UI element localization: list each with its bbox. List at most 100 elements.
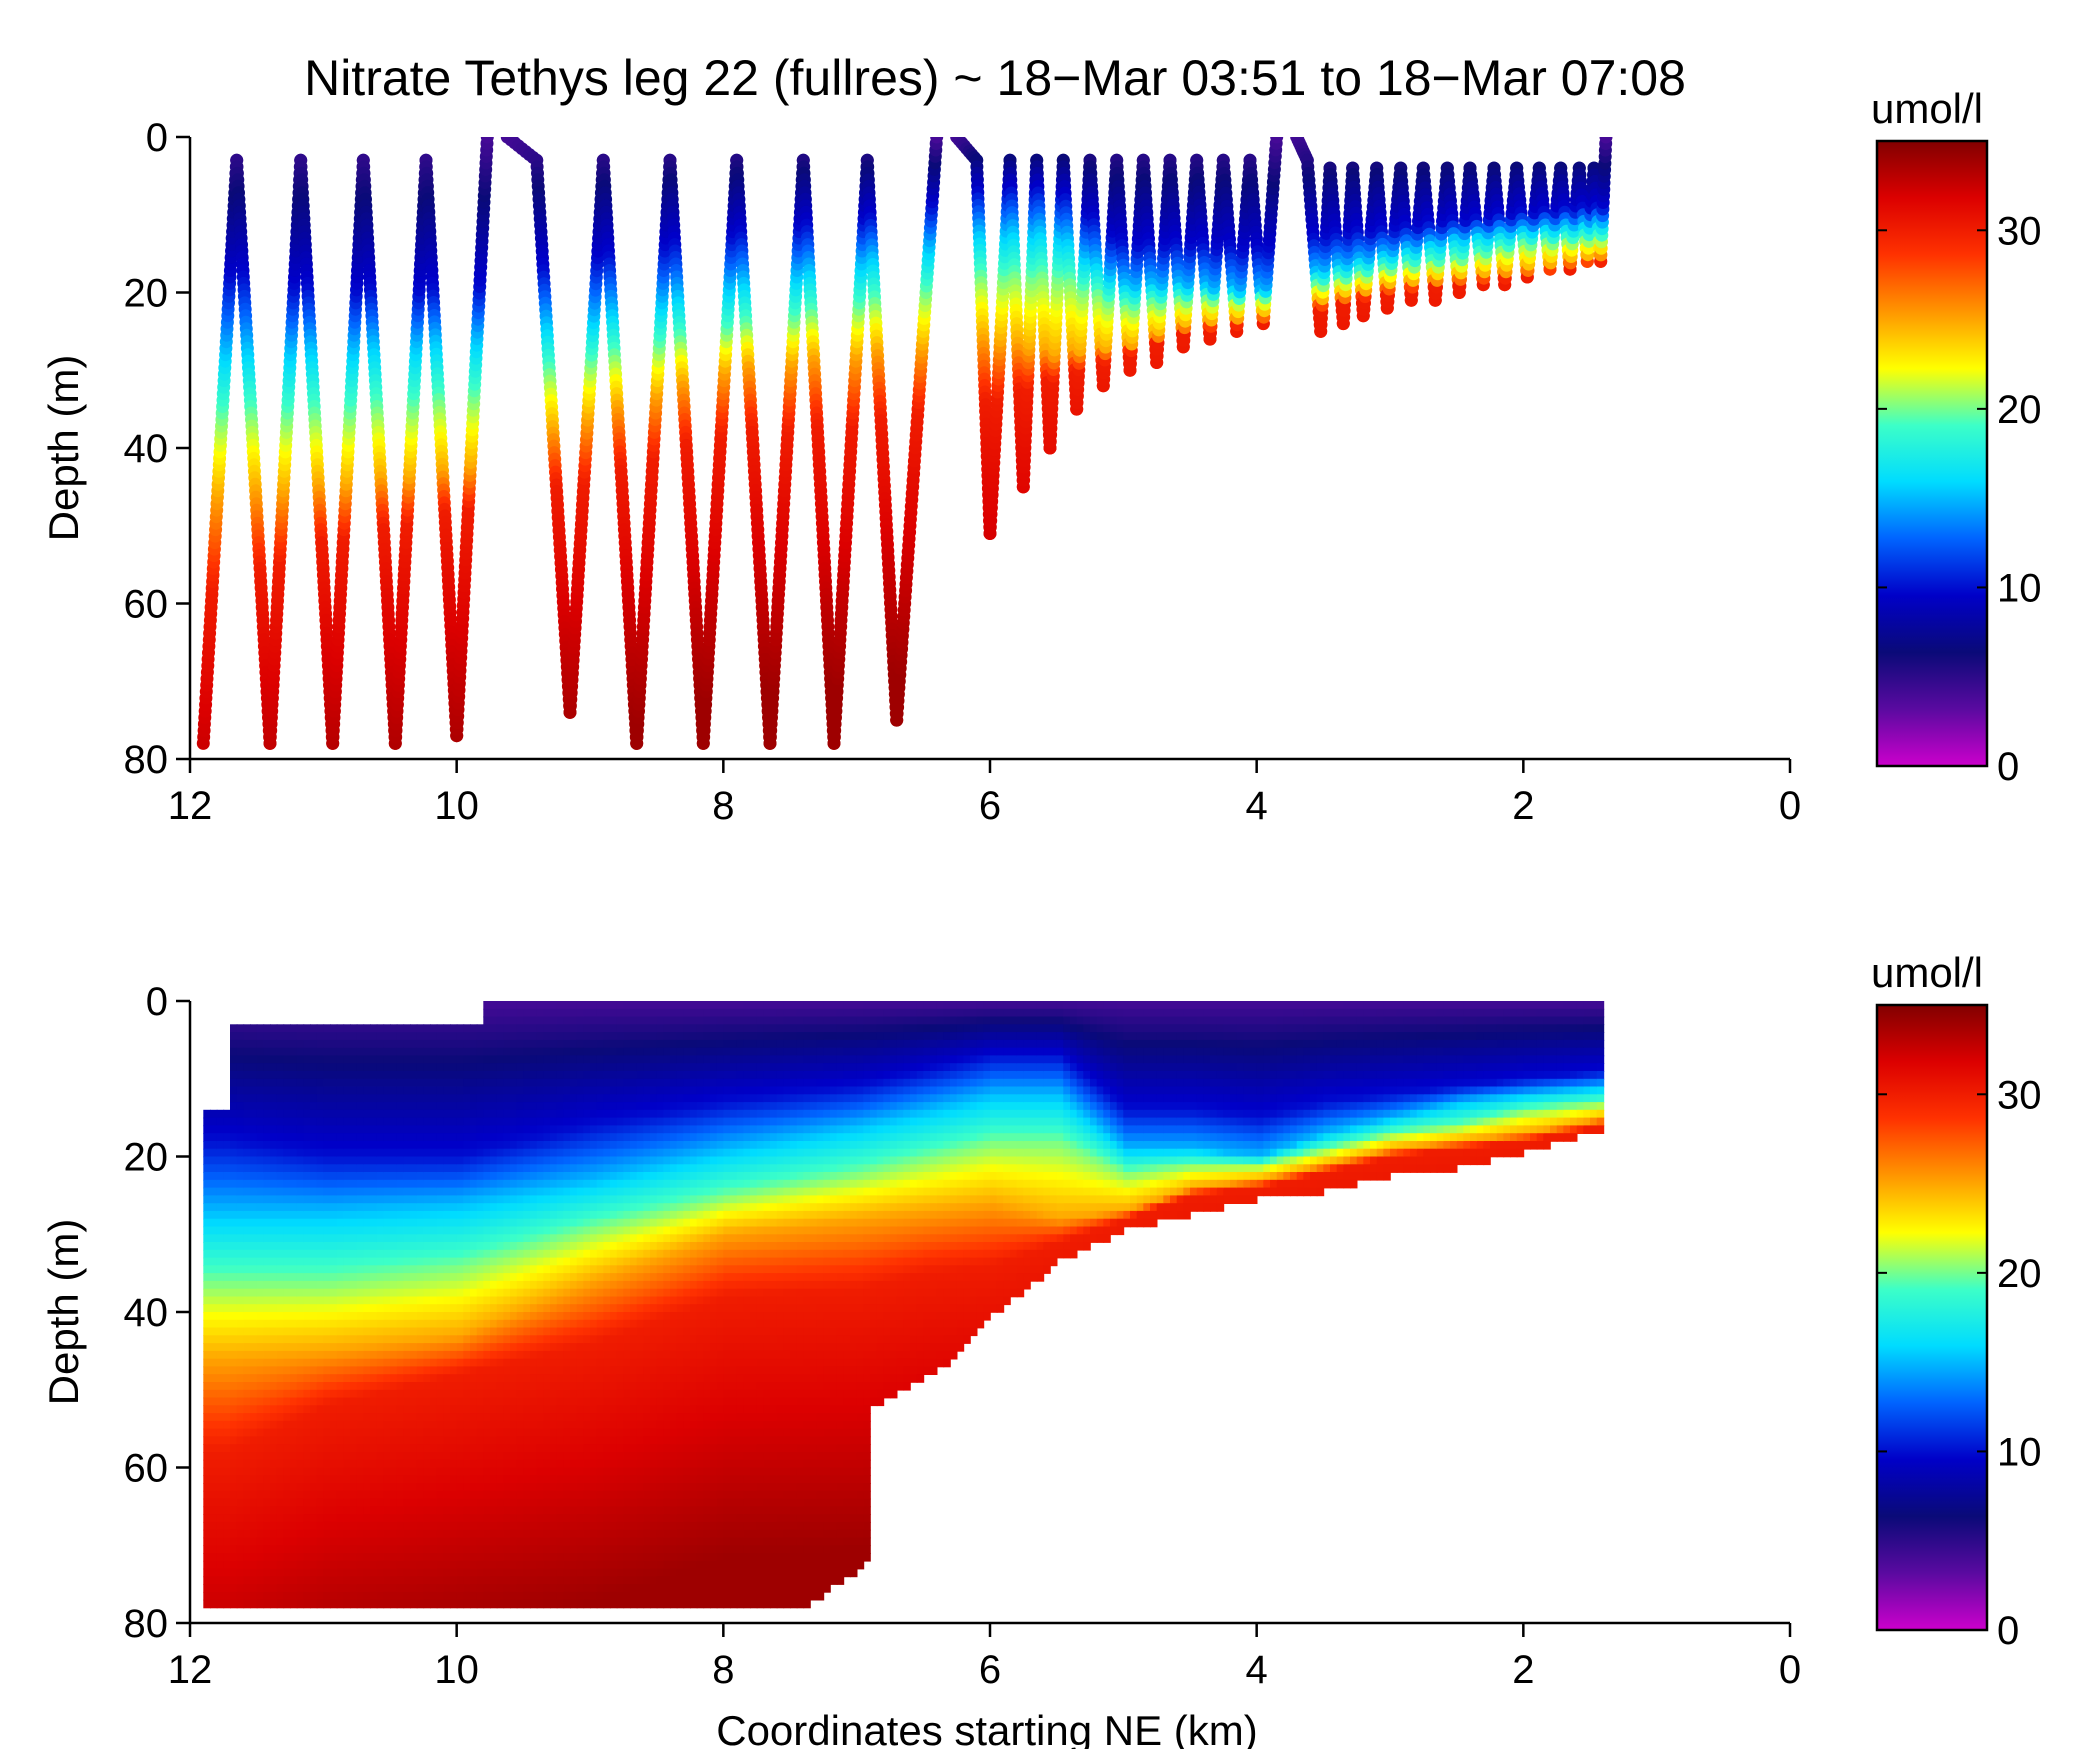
- heatmap-cell: [276, 1576, 285, 1585]
- heatmap-cell: [236, 1498, 245, 1508]
- heatmap-cell: [223, 1459, 231, 1469]
- heatmap-cell: [250, 1327, 258, 1337]
- heatmap-cell: [316, 1164, 325, 1173]
- heatmap-cell: [336, 1350, 345, 1360]
- heatmap-cell: [210, 1514, 218, 1523]
- heatmap-cell: [316, 1094, 325, 1103]
- heatmap-cell: [263, 1521, 271, 1531]
- heatmap-cell: [250, 1179, 258, 1189]
- heatmap-cell: [303, 1296, 311, 1306]
- heatmap-cell: [210, 1560, 218, 1570]
- heatmap-cell: [250, 1529, 258, 1539]
- heatmap-cell: [210, 1296, 218, 1306]
- heatmap-cell: [243, 1444, 251, 1453]
- heatmap-cell: [210, 1358, 218, 1368]
- heatmap-cell: [276, 1117, 285, 1127]
- heatmap-cell: [303, 1047, 311, 1057]
- heatmap-cell: [223, 1148, 231, 1158]
- heatmap-cell: [236, 1576, 245, 1585]
- heatmap-cell: [343, 1071, 351, 1080]
- heatmap-cell: [310, 1032, 318, 1041]
- heatmap-cell: [343, 1304, 351, 1313]
- heatmap-cell: [270, 1428, 278, 1438]
- heatmap-cell: [296, 1047, 305, 1057]
- heatmap-cell: [283, 1452, 291, 1461]
- heatmap-cell: [230, 1125, 238, 1134]
- heatmap-cell: [236, 1591, 245, 1601]
- heatmap-cell: [276, 1599, 285, 1609]
- heatmap-cell: [236, 1490, 245, 1500]
- heatmap-cell: [296, 1319, 305, 1329]
- heatmap-cell: [336, 1467, 345, 1477]
- heatmap-cell: [330, 1102, 338, 1111]
- heatmap-cell: [250, 1343, 258, 1352]
- heatmap-cell: [316, 1109, 325, 1119]
- heatmap-cell: [256, 1459, 265, 1469]
- heatmap-cell: [216, 1195, 225, 1204]
- heatmap-cell: [343, 1343, 351, 1352]
- heatmap-cell: [270, 1039, 278, 1049]
- heatmap-cell: [283, 1553, 291, 1562]
- heatmap-cell: [343, 1521, 351, 1531]
- heatmap-cell: [336, 1537, 345, 1547]
- heatmap-cell: [243, 1420, 251, 1430]
- heatmap-cell: [270, 1195, 278, 1204]
- heatmap-cell: [283, 1521, 291, 1531]
- heatmap-cell: [296, 1413, 305, 1422]
- heatmap-cell: [270, 1071, 278, 1080]
- heatmap-cell: [330, 1242, 338, 1251]
- heatmap-cell: [276, 1187, 285, 1197]
- heatmap-cell: [343, 1234, 351, 1243]
- heatmap-cell: [243, 1156, 251, 1166]
- heatmap-cell: [236, 1024, 245, 1033]
- heatmap-cell: [230, 1350, 238, 1360]
- heatmap-cell: [283, 1273, 291, 1282]
- heatmap-cell: [330, 1249, 338, 1259]
- heatmap-cell: [290, 1591, 298, 1601]
- heatmap-cell: [236, 1506, 245, 1515]
- heatmap-cell: [283, 1032, 291, 1041]
- heatmap-cell: [296, 1428, 305, 1438]
- heatmap-cell: [283, 1366, 291, 1375]
- heatmap-cell: [296, 1172, 305, 1181]
- heatmap-cell: [203, 1296, 211, 1306]
- heatmap-cell: [256, 1055, 265, 1064]
- heatmap-cell: [336, 1156, 345, 1166]
- heatmap-cell: [343, 1094, 351, 1103]
- heatmap-cell: [323, 1234, 331, 1243]
- heatmap-cell: [343, 1024, 351, 1033]
- heatmap-cell: [216, 1117, 225, 1127]
- heatmap-cell: [323, 1452, 331, 1461]
- heatmap-cell: [343, 1280, 351, 1290]
- heatmap-cell: [316, 1506, 325, 1515]
- heatmap-cell: [290, 1553, 298, 1562]
- heatmap-cell: [216, 1265, 225, 1274]
- heatmap-cell: [263, 1459, 271, 1469]
- heatmap-cell: [290, 1374, 298, 1383]
- heatmap-cell: [343, 1545, 351, 1554]
- heatmap-cell: [263, 1397, 271, 1407]
- heatmap-cell: [270, 1319, 278, 1329]
- heatmap-cell: [236, 1257, 245, 1267]
- heatmap-cell: [323, 1358, 331, 1368]
- heatmap-cell: [230, 1039, 238, 1049]
- heatmap-cell: [290, 1506, 298, 1515]
- heatmap-cell: [223, 1288, 231, 1298]
- heatmap-cell: [243, 1366, 251, 1375]
- heatmap-cell: [236, 1413, 245, 1422]
- heatmap-cell: [316, 1195, 325, 1204]
- heatmap-cell: [256, 1366, 265, 1375]
- heatmap-cell: [323, 1242, 331, 1251]
- heatmap-cell: [210, 1249, 218, 1259]
- heatmap-cell: [236, 1545, 245, 1554]
- heatmap-cell: [336, 1428, 345, 1438]
- heatmap-cell: [203, 1506, 211, 1515]
- heatmap-cell: [250, 1568, 258, 1578]
- heatmap-cell: [310, 1071, 318, 1080]
- heatmap-cell: [263, 1529, 271, 1539]
- heatmap-cell: [343, 1039, 351, 1049]
- heatmap-cell: [330, 1156, 338, 1166]
- heatmap-cell: [203, 1288, 211, 1298]
- heatmap-cell: [323, 1195, 331, 1204]
- heatmap-cell: [230, 1187, 238, 1197]
